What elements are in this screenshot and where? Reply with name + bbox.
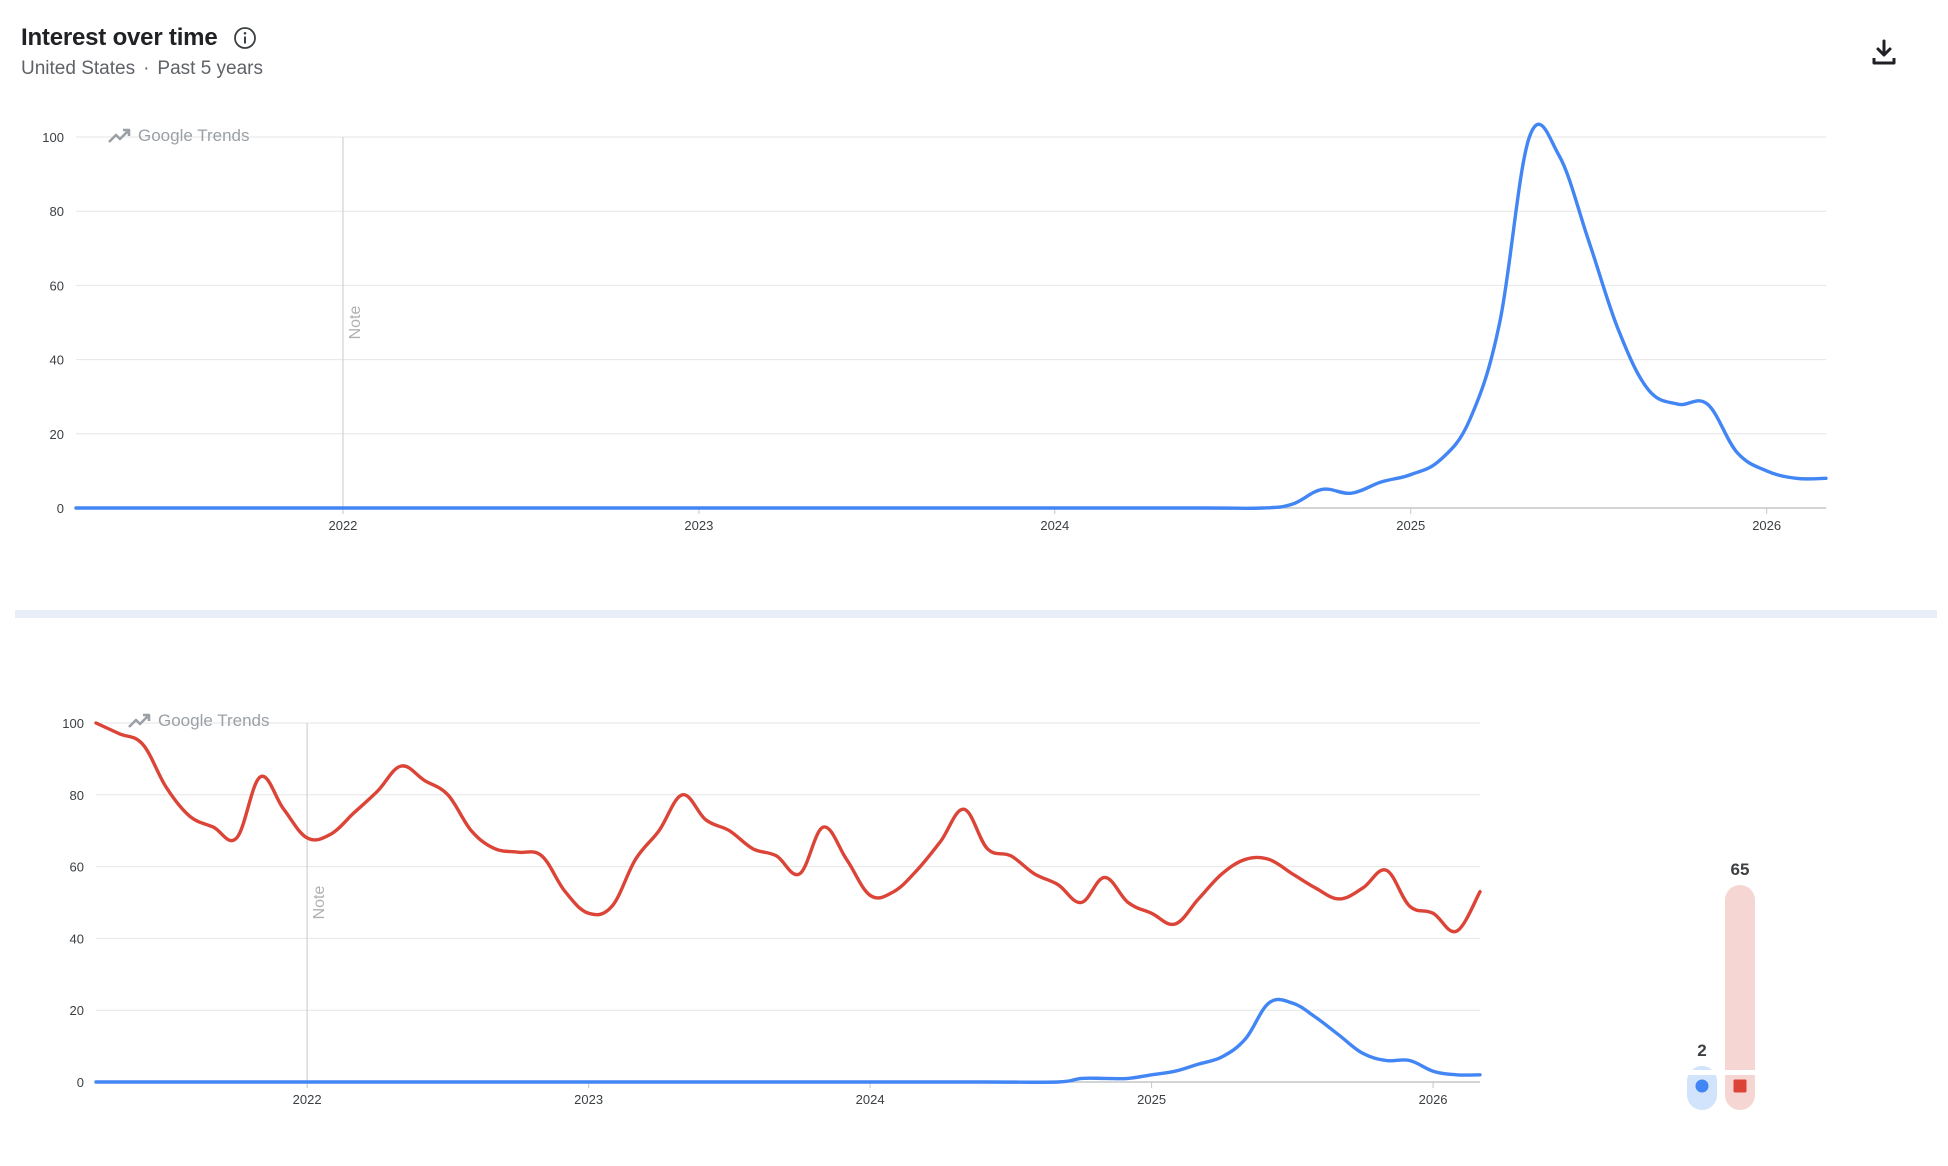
watermark-label: Google Trends [158, 711, 270, 730]
download-icon[interactable] [1868, 36, 1900, 68]
note-label: Note [347, 306, 364, 340]
x-tick-label: 2025 [1396, 518, 1425, 533]
series-marker-square [1733, 1079, 1747, 1093]
y-tick-label: 20 [70, 1003, 84, 1018]
y-tick-label: 100 [62, 716, 84, 731]
x-tick-label: 2022 [328, 518, 357, 533]
google-trends-watermark-top: Google Trends [108, 126, 250, 146]
y-tick-label: 0 [77, 1075, 84, 1090]
chart-title: Interest over time [21, 24, 218, 51]
x-tick-label: 2023 [574, 1092, 603, 1107]
chart-header: Interest over time United States · Past 5 … [21, 24, 263, 80]
average-bars: 2 65 [1687, 860, 1755, 1110]
series-line [74, 122, 1828, 511]
x-tick-label: 2026 [1752, 518, 1781, 533]
y-tick-label: 0 [57, 501, 64, 516]
interest-chart-top: 0 20 40 60 80 100 2022 2023 2024 2025 2026 Note [42, 122, 1828, 533]
x-tick-label: 2023 [684, 518, 713, 533]
interest-chart-bottom: 0 20 40 60 80 100 2022 2023 2024 2025 2026 Note [62, 716, 1482, 1107]
average-value-label: 65 [1731, 860, 1750, 879]
average-bar [1725, 885, 1755, 1110]
y-tick-label: 40 [50, 353, 64, 368]
trending-up-icon [128, 713, 151, 728]
google-trends-watermark-bottom: Google Trends [128, 711, 270, 731]
series-line [94, 721, 1482, 934]
watermark-label: Google Trends [138, 126, 250, 145]
series-marker-dot [1695, 1079, 1709, 1093]
region-label[interactable]: United States [21, 58, 136, 79]
x-tick-label: 2024 [856, 1092, 885, 1107]
average-value-label: 2 [1697, 1041, 1706, 1060]
section-divider [15, 610, 1937, 618]
note-label: Note [311, 886, 328, 920]
y-tick-label: 100 [42, 130, 64, 145]
separator: · [143, 58, 150, 79]
x-tick-label: 2022 [293, 1092, 322, 1107]
average-bar-gap [1687, 1070, 1717, 1075]
series-line [94, 997, 1482, 1084]
y-tick-label: 40 [70, 931, 84, 946]
period-label[interactable]: Past 5 years [157, 58, 264, 79]
chart-subtitle: United States · Past 5 years [21, 58, 263, 80]
x-tick-label: 2026 [1419, 1092, 1448, 1107]
average-bar-gap [1725, 1070, 1755, 1075]
x-tick-label: 2024 [1040, 518, 1069, 533]
y-tick-label: 60 [70, 860, 84, 875]
y-tick-label: 80 [70, 788, 84, 803]
y-tick-label: 20 [50, 427, 64, 442]
info-circle-icon[interactable] [233, 26, 257, 50]
y-tick-label: 60 [50, 278, 64, 293]
y-tick-label: 80 [50, 204, 64, 219]
trending-up-icon [108, 128, 131, 143]
x-tick-label: 2025 [1137, 1092, 1166, 1107]
